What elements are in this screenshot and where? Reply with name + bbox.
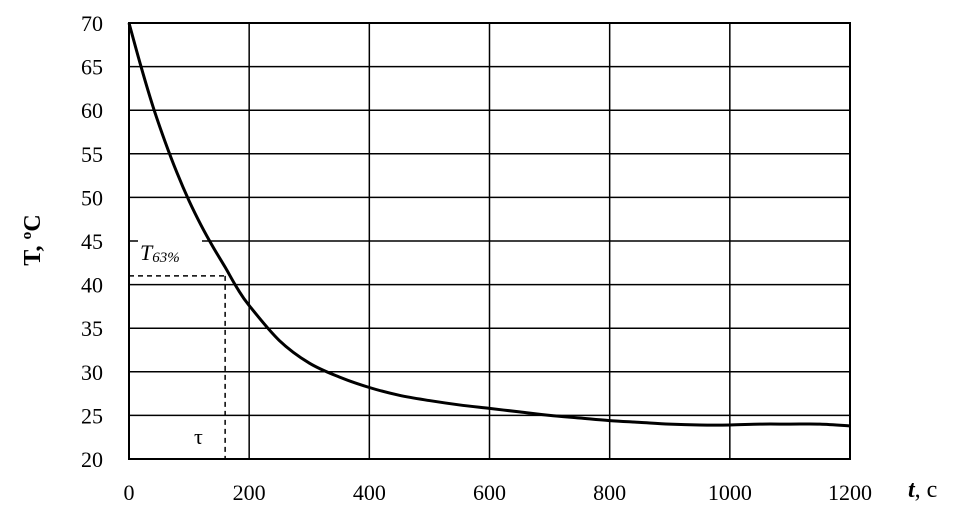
y-tick-label-45: 45 — [81, 229, 103, 254]
x-tick-label-1000: 1000 — [708, 480, 752, 505]
y-tick-label-20: 20 — [81, 447, 103, 472]
tau-label: τ — [194, 424, 203, 449]
y-tick-label-50: 50 — [81, 185, 103, 210]
x-tick-label-0: 0 — [124, 480, 135, 505]
y-axis-title: T, ºС — [20, 214, 46, 265]
x-axis-title-unit: , с — [915, 477, 938, 503]
y-tick-label-35: 35 — [81, 316, 103, 341]
y-tick-label-30: 30 — [81, 360, 103, 385]
x-tick-label-1200: 1200 — [828, 480, 872, 505]
t63-label: T63% — [140, 240, 180, 266]
annotation-lines — [129, 238, 226, 459]
x-tick-label-400: 400 — [353, 480, 386, 505]
x-tick-label-800: 800 — [593, 480, 626, 505]
t63-label-sub: 63% — [152, 250, 180, 266]
x-tick-label-600: 600 — [473, 480, 506, 505]
t63-label-bg — [138, 238, 202, 266]
plot-frame — [128, 22, 851, 460]
x-tick-labels: 0 200 400 600 800 1000 1200 — [124, 480, 873, 505]
grid — [128, 22, 851, 460]
x-tick-label-200: 200 — [233, 480, 266, 505]
y-tick-label-60: 60 — [81, 98, 103, 123]
y-tick-label-55: 55 — [81, 142, 103, 167]
x-axis-title: t, с — [908, 477, 937, 503]
temperature-curve — [127, 22, 851, 428]
y-tick-label-70: 70 — [81, 11, 103, 36]
y-tick-labels: 20 25 30 35 40 45 50 55 60 65 70 — [81, 11, 103, 472]
t63-label-main: T — [140, 240, 154, 265]
x-axis-title-var: t — [908, 477, 916, 503]
y-tick-label-65: 65 — [81, 55, 103, 80]
y-tick-label-40: 40 — [81, 273, 103, 298]
y-tick-label-25: 25 — [81, 403, 103, 428]
